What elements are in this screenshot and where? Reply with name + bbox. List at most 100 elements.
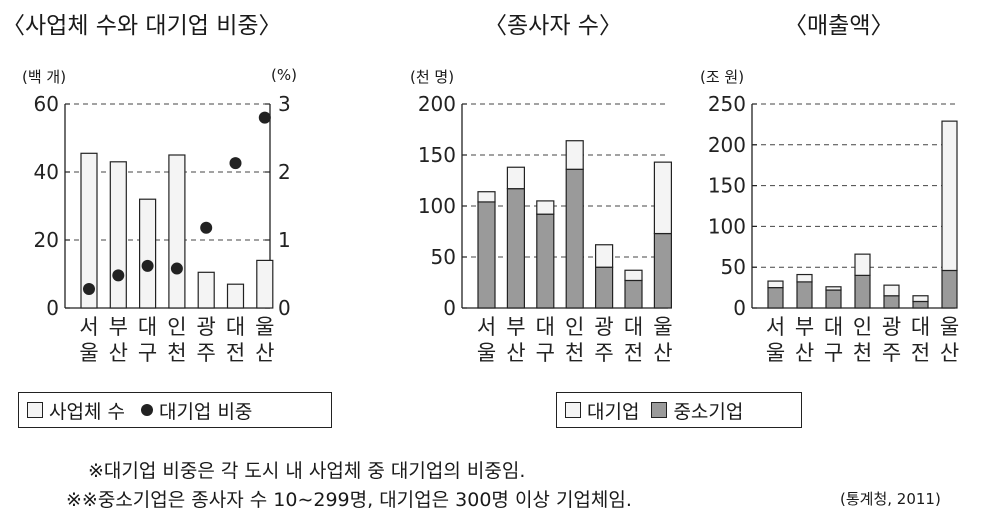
c2-xtick-label-top: 서 (477, 315, 496, 339)
c1-point-대구 (141, 259, 154, 272)
c1-xtick-label-top: 울 (255, 315, 274, 339)
c3-ytick-label: 0 (733, 296, 746, 320)
c1-xtick-label-bottom: 주 (197, 341, 216, 365)
c1-bar-대전 (226, 283, 245, 309)
c3-bar-sme-울산 (941, 269, 958, 309)
legend-chart1: 사업체 수 대기업 비중 (18, 392, 332, 428)
c1-bar-대구 (139, 198, 157, 309)
c2-xtick-label-bottom: 천 (565, 341, 584, 365)
c2-xtick-label-bottom: 주 (594, 341, 613, 365)
chart3-title: 〈매출액〉 (784, 13, 894, 39)
c3-bar-sme-인천 (854, 274, 871, 309)
c1-xtick-label-top: 부 (109, 315, 128, 339)
c2-xtick-label-bottom: 구 (536, 341, 555, 365)
c1-ytick-label: 0 (46, 296, 59, 320)
c2-xtick-label-top: 부 (506, 315, 525, 339)
c1-point-대전 (229, 157, 242, 170)
c1-y2tick-label: 0 (278, 296, 291, 320)
c3-xtick-label-bottom: 구 (824, 341, 843, 365)
c1-bar-광주 (197, 271, 215, 309)
c2-bar-large-대전 (624, 269, 643, 282)
c2-ytick-label: 0 (443, 296, 456, 320)
legend-large-swatch (565, 402, 581, 418)
c3-bar-large-서울 (767, 280, 784, 289)
c2-ytick-label: 100 (418, 194, 456, 218)
c1-point-부산 (112, 269, 125, 282)
c2-xtick-label-bottom: 산 (506, 341, 525, 365)
c1-xtick-label-bottom: 울 (79, 341, 98, 365)
c1-xtick-label-bottom: 천 (167, 341, 186, 365)
c1-y2tick-label: 2 (278, 160, 291, 184)
legend-sme-swatch (651, 402, 668, 418)
c1-ytick-label: 20 (34, 228, 59, 252)
c1-ytick-label: 60 (34, 92, 59, 116)
chart1-y2label: (%) (271, 66, 297, 84)
c2-bar-large-대구 (536, 200, 555, 215)
source-note: (통계청, 2011) (840, 490, 941, 508)
c3-ytick-label: 100 (708, 214, 746, 238)
c3-xtick-label-bottom: 천 (853, 341, 872, 365)
legend-bar-label: 사업체 수 (49, 400, 125, 423)
c3-xtick-label-bottom: 산 (940, 341, 959, 365)
c2-bar-large-부산 (506, 166, 525, 190)
c3-xtick-label-bottom: 전 (911, 341, 930, 365)
legend-sme-label: 중소기업 (673, 400, 744, 423)
legend-chart23: 대기업 중소기업 (556, 392, 802, 428)
c3-bar-sme-광주 (883, 295, 900, 309)
c2-xtick-label-bottom: 전 (624, 341, 643, 365)
c2-ytick-label: 50 (431, 245, 456, 269)
c1-xtick-label-top: 인 (167, 315, 186, 339)
c3-xtick-label-top: 대 (824, 315, 843, 339)
c2-xtick-label-top: 대 (624, 315, 643, 339)
c1-xtick-label-top: 대 (226, 315, 245, 339)
c3-xtick-label-top: 울 (940, 315, 959, 339)
c3-ytick-label: 150 (708, 174, 746, 198)
c1-xtick-label-bottom: 전 (226, 341, 245, 365)
c2-ytick-label: 150 (418, 143, 456, 167)
c1-xtick-label-top: 대 (138, 315, 157, 339)
footnote-1: ※대기업 비중은 각 도시 내 사업체 중 대기업의 비중임. (88, 460, 526, 482)
c2-ytick-label: 200 (418, 92, 456, 116)
c1-xtick-label-top: 서 (79, 315, 98, 339)
c2-bar-large-울산 (653, 161, 673, 235)
c3-ytick-label: 200 (708, 133, 746, 157)
c3-ytick-label: 50 (721, 255, 746, 279)
chart1-ylabel: (백 개) (22, 68, 67, 86)
c3-bar-large-대구 (825, 286, 842, 291)
c1-point-광주 (200, 221, 213, 234)
c1-xtick-label-bottom: 산 (109, 341, 128, 365)
c3-xtick-label-bottom: 산 (795, 341, 814, 365)
c3-xtick-label-top: 부 (795, 315, 814, 339)
legend-bar-swatch (27, 402, 43, 418)
c1-y2tick-label: 3 (278, 92, 291, 116)
legend-large-label: 대기업 (587, 400, 640, 423)
c3-xtick-label-bottom: 주 (882, 341, 901, 365)
c3-bar-large-부산 (796, 273, 813, 283)
c2-xtick-label-top: 광 (594, 315, 613, 339)
c1-point-울산 (258, 111, 271, 124)
footnote-2: ※※중소기업은 종사자 수 10∼299명, 대기업은 300명 이상 기업체임… (66, 489, 632, 511)
c3-bar-sme-대구 (825, 289, 842, 309)
c2-bar-large-광주 (594, 244, 614, 268)
c1-xtick-label-bottom: 구 (138, 341, 157, 365)
c2-xtick-label-top: 울 (653, 315, 672, 339)
c3-xtick-label-top: 대 (911, 315, 930, 339)
legend-dot-label: 대기업 비중 (158, 400, 253, 423)
c2-bar-large-서울 (477, 191, 496, 203)
c1-point-서울 (83, 282, 95, 295)
c1-xtick-label-top: 광 (197, 315, 216, 339)
c1-point-인천 (170, 262, 183, 275)
c3-bar-sme-대전 (912, 300, 929, 309)
c3-bar-large-대전 (912, 295, 929, 303)
c3-xtick-label-top: 인 (853, 315, 872, 339)
c3-bar-sme-서울 (767, 287, 784, 309)
c1-xtick-label-bottom: 산 (255, 341, 274, 365)
c3-xtick-label-top: 광 (882, 315, 901, 339)
c3-xtick-label-bottom: 울 (766, 341, 785, 365)
chart3-ylabel: (조 원) (700, 68, 745, 86)
c3-ytick-label: 250 (708, 92, 746, 116)
chart2-ylabel: (천 명) (410, 68, 455, 86)
c1-y2tick-label: 1 (278, 228, 291, 252)
